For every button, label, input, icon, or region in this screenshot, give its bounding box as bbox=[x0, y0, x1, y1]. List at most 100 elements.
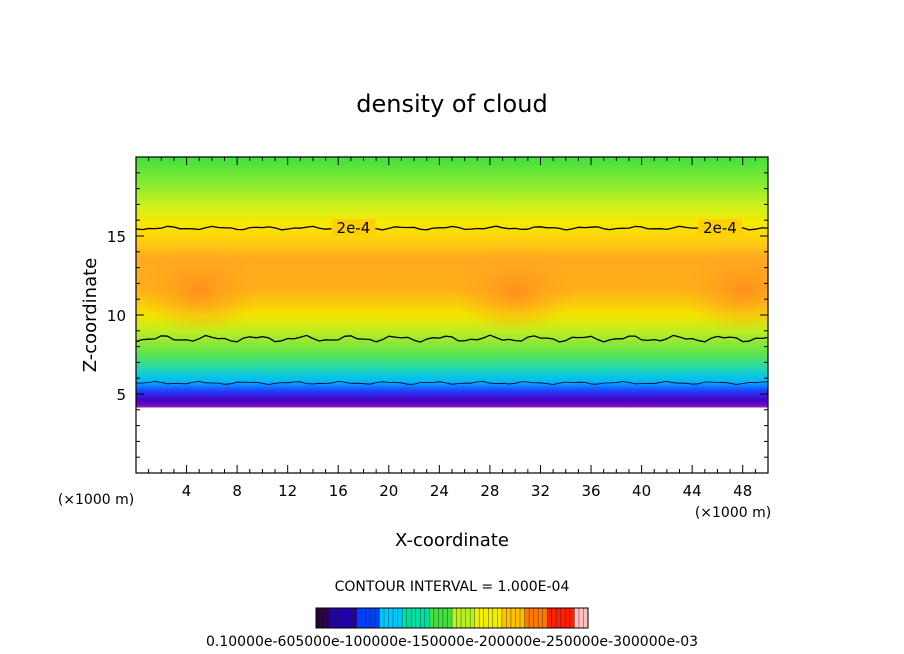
colorbar-swatch bbox=[470, 608, 475, 628]
x-tick-label: 12 bbox=[278, 482, 297, 500]
colorbar-swatch bbox=[438, 608, 444, 628]
contour-label-bg bbox=[331, 219, 376, 236]
colorbar-swatch bbox=[565, 608, 571, 628]
colorbar-swatch bbox=[447, 608, 453, 628]
contour-base bbox=[136, 380, 768, 385]
y-tick-label: 10 bbox=[107, 307, 126, 325]
colorbar-swatch bbox=[538, 608, 543, 628]
colorbar-swatch bbox=[379, 608, 385, 628]
contour-lines bbox=[136, 225, 768, 385]
colorbar-swatch bbox=[384, 608, 389, 628]
chart-title: density of cloud bbox=[356, 90, 547, 118]
x-axis-label: X-coordinate bbox=[395, 530, 509, 551]
colorbar-swatch bbox=[334, 608, 339, 628]
colorbar-swatch bbox=[488, 608, 494, 628]
colorbar-swatch bbox=[560, 608, 566, 628]
colorbar-swatch bbox=[524, 608, 530, 628]
colorbar-swatch bbox=[461, 608, 466, 628]
colorbar-swatch bbox=[456, 608, 462, 628]
contour-label-bg bbox=[697, 219, 742, 236]
x-tick-label: 32 bbox=[531, 482, 550, 500]
colorbar-swatch bbox=[316, 608, 321, 628]
colorbar-swatch bbox=[578, 608, 584, 628]
y-axis: 5 10 15 bbox=[107, 172, 768, 458]
density-peak bbox=[682, 249, 768, 334]
colorbar-swatch bbox=[393, 608, 398, 628]
density-peak bbox=[139, 249, 260, 334]
colorbar-swatch bbox=[533, 608, 539, 628]
density-peak bbox=[455, 249, 576, 334]
colorbar-swatch bbox=[406, 608, 412, 628]
colorbar-swatch bbox=[356, 608, 362, 628]
colorbar-swatch bbox=[479, 608, 485, 628]
colorbar-swatch bbox=[374, 608, 380, 628]
colorbar-swatch bbox=[529, 608, 534, 628]
x-axis: 4 8 12 16 20 24 28 32 36 40 44 48 bbox=[148, 157, 756, 500]
colorbar-swatch bbox=[329, 608, 335, 628]
y-axis-label: Z-coordinate bbox=[80, 258, 101, 373]
colorbar-swatch bbox=[501, 608, 507, 628]
colorbar-swatch bbox=[574, 608, 580, 628]
colorbar-swatch bbox=[352, 608, 358, 628]
y-tick-label: 15 bbox=[107, 228, 126, 246]
x-tick-label: 44 bbox=[683, 482, 702, 500]
colorbar-swatch bbox=[429, 608, 435, 628]
high-density-regions bbox=[139, 249, 768, 334]
colorbar-swatch bbox=[497, 608, 503, 628]
contour-upper bbox=[136, 225, 768, 231]
colorbar-swatch bbox=[424, 608, 430, 628]
colorbar-swatch bbox=[411, 608, 417, 628]
x-tick-label: 8 bbox=[232, 482, 242, 500]
contour-lower bbox=[136, 334, 768, 343]
colorbar-swatch bbox=[542, 608, 548, 628]
colorbar-swatch bbox=[343, 608, 349, 628]
x-tick-label: 16 bbox=[329, 482, 348, 500]
colorbar-swatch bbox=[361, 608, 367, 628]
colorbar-swatch bbox=[442, 608, 448, 628]
colorbar bbox=[315, 607, 589, 629]
contour-labels: 2e-4 2e-4 bbox=[331, 219, 742, 237]
colorbar-swatch bbox=[402, 608, 407, 628]
contour-label: 2e-4 bbox=[703, 219, 737, 237]
colorbar-swatch bbox=[320, 608, 326, 628]
colorbar-tick-labels: 0.10000e-605000e-100000e-150000e-200000e… bbox=[206, 634, 698, 650]
colorbar-swatch bbox=[338, 608, 344, 628]
colorbar-swatch bbox=[420, 608, 426, 628]
colorbar-swatch bbox=[388, 608, 394, 628]
colorbar-swatch bbox=[474, 608, 480, 628]
colorbar-swatch bbox=[325, 608, 330, 628]
x-unit-label: (×1000 m) bbox=[695, 505, 771, 521]
contour-interval: CONTOUR INTERVAL = 1.000E-04 bbox=[335, 579, 570, 595]
colorbar-swatch bbox=[547, 608, 553, 628]
x-tick-label: 36 bbox=[581, 482, 600, 500]
y-tick-label: 5 bbox=[116, 386, 126, 404]
colorbar-swatch bbox=[510, 608, 516, 628]
contour-label: 2e-4 bbox=[337, 219, 371, 237]
colorbar-swatch bbox=[515, 608, 521, 628]
colorbar-swatch bbox=[415, 608, 421, 628]
heatmap-field: 2e-4 2e-4 bbox=[136, 157, 768, 473]
colorbar-swatch bbox=[397, 608, 403, 628]
colorbar-frame bbox=[315, 607, 589, 629]
x-tick-label: 40 bbox=[632, 482, 651, 500]
x-tick-label: 48 bbox=[733, 482, 752, 500]
colorbar-swatch bbox=[551, 608, 557, 628]
colorbar-swatch bbox=[347, 608, 353, 628]
colorbar-swatch bbox=[465, 608, 471, 628]
colorbar-swatch bbox=[506, 608, 512, 628]
colorbar-swatch bbox=[483, 608, 489, 628]
colorbar-swatch bbox=[556, 608, 562, 628]
y-unit-label: (×1000 m) bbox=[58, 492, 134, 508]
colorbar-swatch bbox=[492, 608, 498, 628]
x-tick-label: 28 bbox=[480, 482, 499, 500]
x-tick-label: 4 bbox=[182, 482, 192, 500]
colorbar-swatch bbox=[583, 608, 589, 628]
x-tick-label: 24 bbox=[430, 482, 449, 500]
colorbar-swatch bbox=[370, 608, 376, 628]
colorbar-swatch bbox=[365, 608, 371, 628]
colorbar-swatch bbox=[452, 608, 457, 628]
x-tick-label: 20 bbox=[379, 482, 398, 500]
colorbar-swatch bbox=[433, 608, 439, 628]
colorbar-swatch bbox=[569, 608, 575, 628]
